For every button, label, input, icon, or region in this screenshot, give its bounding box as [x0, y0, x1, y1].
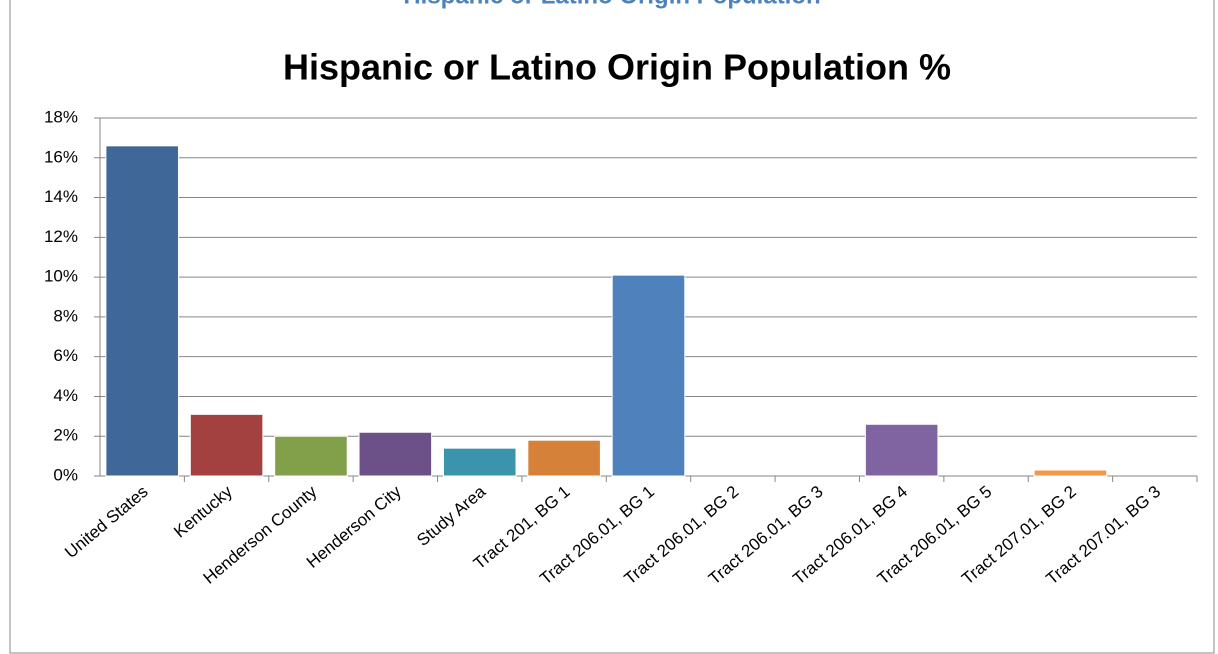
bar [358, 431, 433, 477]
y-tick-label: 6% [53, 346, 78, 365]
bar [105, 145, 179, 477]
y-tick-label: 12% [44, 227, 78, 246]
bar [442, 447, 517, 477]
y-tick-label: 2% [53, 426, 78, 445]
y-tick-label: 18% [44, 107, 78, 126]
bar [274, 435, 348, 477]
bar [864, 423, 939, 477]
y-tick-label: 14% [44, 187, 78, 206]
y-tick-label: 4% [53, 386, 78, 405]
chart-title: Hispanic or Latino Origin Population % [283, 47, 951, 88]
page-heading: Hispanic or Latino Origin Population [403, 0, 820, 9]
y-tick-label: 10% [44, 267, 78, 286]
y-tick-label: 8% [53, 306, 78, 325]
bar [527, 439, 601, 477]
bar [189, 413, 264, 477]
y-tick-label: 16% [44, 147, 78, 166]
y-tick-label: 0% [53, 465, 78, 484]
bar [611, 274, 686, 477]
bar [1033, 469, 1108, 477]
